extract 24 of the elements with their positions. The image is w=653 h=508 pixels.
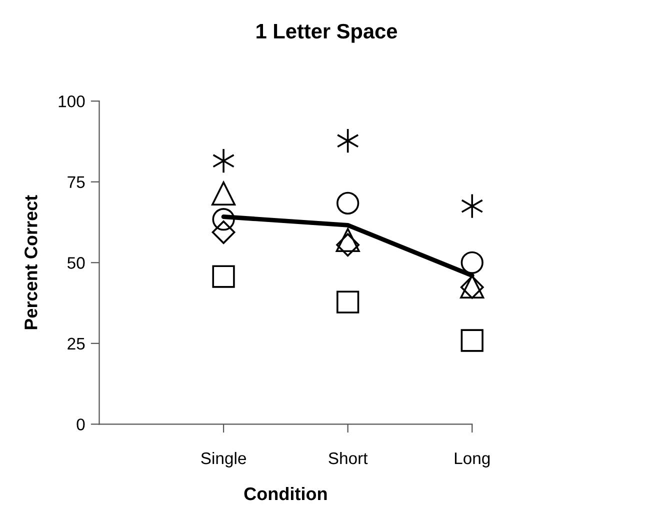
point bbox=[336, 228, 360, 252]
point bbox=[336, 233, 360, 257]
x-tick-label: Long bbox=[454, 452, 490, 468]
point bbox=[460, 193, 484, 219]
point bbox=[212, 181, 236, 206]
point bbox=[212, 220, 236, 244]
point bbox=[212, 265, 235, 288]
point bbox=[336, 290, 360, 314]
point bbox=[460, 251, 484, 274]
y-tick-label: 100 bbox=[58, 95, 85, 108]
x-tick-label: Short bbox=[328, 452, 368, 464]
y-tick-label: 75 bbox=[68, 176, 85, 188]
point bbox=[336, 192, 360, 215]
x-axis-title: Condition bbox=[244, 486, 327, 500]
y-axis-title: Percent Correct bbox=[24, 195, 38, 330]
y-tick-label: 25 bbox=[68, 338, 85, 350]
x-tick-label: Single bbox=[201, 452, 246, 468]
y-tick-label: 50 bbox=[67, 257, 85, 269]
point bbox=[212, 208, 235, 231]
chart-title: 1 Letter Space bbox=[256, 24, 398, 43]
point bbox=[460, 329, 484, 352]
point bbox=[212, 148, 235, 174]
y-tick-label: 0 bbox=[76, 418, 85, 430]
point bbox=[336, 128, 359, 154]
